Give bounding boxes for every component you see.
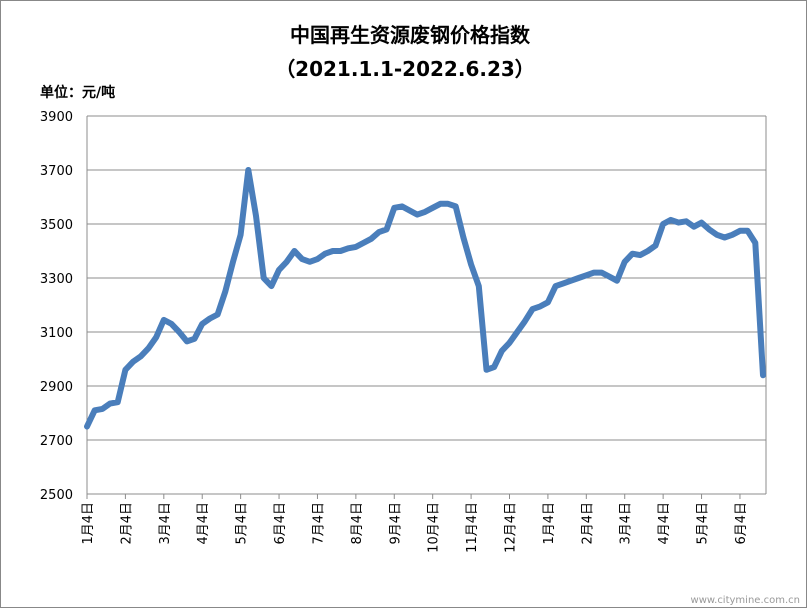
y-tick-label: 2500 <box>40 488 73 503</box>
x-tick-label: 5月4日 <box>696 502 711 545</box>
y-tick-label: 3100 <box>40 326 73 341</box>
x-tick-label: 3月4日 <box>619 502 634 545</box>
chart-title: 中国再生资源废钢价格指数 <box>290 23 531 47</box>
y-tick-label: 3700 <box>40 164 73 179</box>
x-tick-label: 10月4日 <box>427 502 442 553</box>
chart-subtitle: （2021.1.1-2022.6.23） <box>275 57 535 81</box>
y-tick-label: 3300 <box>40 272 73 287</box>
y-tick-label: 2900 <box>40 380 73 395</box>
series-line <box>84 167 766 430</box>
x-tick-label: 5月4日 <box>235 502 250 545</box>
y-axis-label: 单位：元/吨 <box>40 84 115 101</box>
x-tick-label: 8月4日 <box>350 502 365 545</box>
watermark: www.citymine.com.cn <box>691 595 800 606</box>
y-tick-label: 2700 <box>40 434 73 449</box>
x-tick-label: 4月4日 <box>657 502 672 545</box>
x-tick-label: 6月4日 <box>734 502 749 545</box>
x-tick-label: 12月4日 <box>504 502 519 553</box>
x-tick-label: 2月4日 <box>119 502 134 545</box>
x-tick-label: 11月4日 <box>465 502 480 553</box>
x-tick-label: 9月4日 <box>388 502 403 545</box>
x-tick-label: 2月4日 <box>580 502 595 545</box>
x-tick-label: 7月4日 <box>311 502 326 545</box>
y-tick-label: 3900 <box>40 110 73 125</box>
x-tick-label: 3月4日 <box>158 502 173 545</box>
x-tick-label: 1月4日 <box>542 502 557 545</box>
x-tick-label: 6月4日 <box>273 502 288 545</box>
x-tick-label: 4月4日 <box>196 502 211 545</box>
x-tick-label: 1月4日 <box>81 502 96 545</box>
y-tick-label: 3500 <box>40 218 73 233</box>
